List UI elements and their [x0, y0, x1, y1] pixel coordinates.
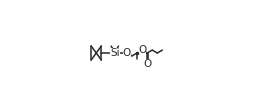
- Text: O: O: [123, 48, 131, 58]
- Text: Si: Si: [110, 48, 120, 58]
- Text: O: O: [138, 45, 146, 55]
- Text: O: O: [143, 59, 151, 69]
